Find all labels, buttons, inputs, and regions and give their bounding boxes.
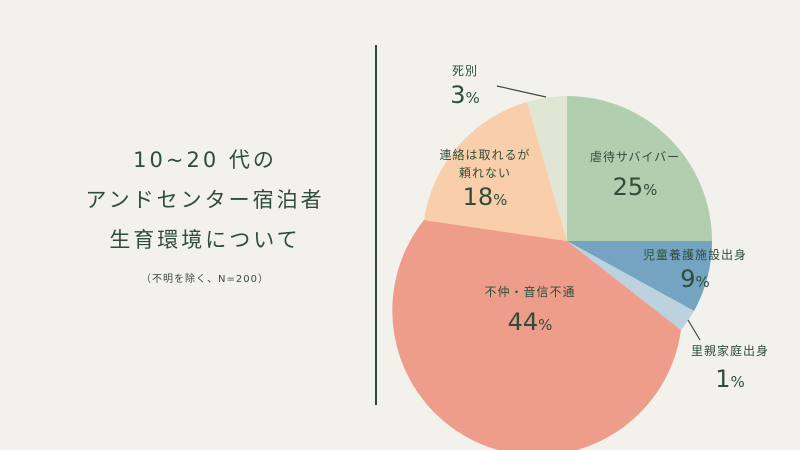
- label-foster-family: 里親家庭出身 1%: [690, 344, 769, 393]
- slice-unreliable: [424, 102, 567, 241]
- label-abuse: 虐待サバイバー 25%: [589, 150, 681, 201]
- leader-line-foster-family: [687, 319, 701, 341]
- label-foster-institution: 児童養護施設出身 9%: [642, 248, 747, 293]
- label-estranged: 不仲・音信不通 44%: [484, 285, 576, 336]
- slice-foster-family: [567, 241, 694, 330]
- title-line-1: 10~20 代の: [133, 148, 277, 172]
- leader-line-bereavement: [496, 85, 547, 98]
- slice-estranged: [392, 220, 681, 450]
- slice-foster-institution: [567, 241, 712, 311]
- sample-note: （不明を除く、N=200）: [141, 274, 269, 285]
- label-bereavement: 死別 3%: [450, 64, 480, 109]
- title-line-2: アンドセンター宿泊者: [85, 188, 325, 212]
- slice-abuse: [567, 96, 712, 241]
- title-block: 10~20 代の アンドセンター宿泊者 生育環境について （不明を除く、N=20…: [60, 140, 350, 285]
- title-line-3: 生育環境について: [109, 228, 301, 252]
- label-unreliable: 連絡は取れるが 頼れない 18%: [439, 148, 531, 211]
- slice-bereavement: [527, 96, 567, 241]
- vertical-divider: [375, 45, 377, 405]
